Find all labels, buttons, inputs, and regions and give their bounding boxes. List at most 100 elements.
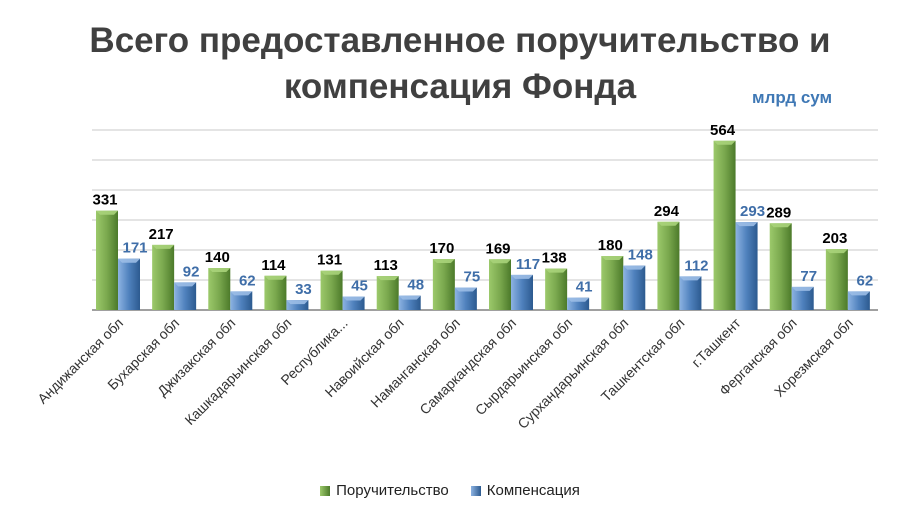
bar-guarantee	[376, 276, 399, 310]
bars	[96, 140, 870, 310]
bar-compensation	[679, 276, 702, 310]
bar-top-guarantee	[769, 223, 792, 228]
x-tick-label: Сурхандарьинская обл	[514, 315, 631, 432]
data-label-guarantee: 289	[766, 204, 791, 221]
bar-top-compensation	[511, 274, 533, 279]
bar-top-guarantee	[320, 270, 343, 275]
x-tick-label: Андижанская обл	[34, 315, 126, 407]
bar-guarantee	[545, 268, 568, 310]
bar-compensation	[454, 287, 477, 310]
legend-label-guarantee: Поручительство	[336, 482, 449, 499]
bar-top-guarantee	[601, 256, 624, 260]
bar-top-guarantee	[96, 210, 118, 215]
bar-compensation	[847, 291, 870, 310]
legend-label-compensation: Компенсация	[486, 482, 580, 499]
bar-guarantee	[320, 270, 343, 310]
bar-top-guarantee	[264, 275, 287, 280]
data-label-guarantee: 331	[92, 192, 117, 209]
data-label-guarantee: 113	[374, 257, 398, 274]
legend-swatch-compensation	[470, 485, 481, 496]
x-tick-label: Сырдарьинская обл	[472, 315, 575, 418]
bar-guarantee	[264, 275, 287, 310]
bar-compensation	[230, 291, 253, 310]
bar-top-compensation	[230, 291, 253, 296]
unit-label: млрд сум	[752, 88, 833, 107]
data-label-compensation: 45	[351, 278, 368, 295]
bar-top-compensation	[454, 287, 477, 292]
bar-top-guarantee	[208, 268, 231, 272]
data-label-compensation: 48	[407, 277, 424, 294]
bar-top-compensation	[398, 295, 421, 300]
bar-top-compensation	[118, 258, 140, 263]
bar-compensation	[286, 300, 309, 310]
bar-top-guarantee	[545, 268, 568, 273]
data-label-guarantee: 131	[317, 252, 342, 269]
bar-guarantee	[713, 140, 736, 310]
legend-swatch-guarantee	[320, 485, 331, 496]
data-label-guarantee: 169	[485, 240, 510, 257]
data-label-compensation: 92	[183, 263, 200, 280]
data-label-guarantee: 564	[710, 122, 736, 139]
x-tick-label: Кашкадарьинская обл	[181, 315, 294, 428]
x-tick-label: г.Ташкент	[688, 314, 744, 370]
bar-top-guarantee	[825, 249, 848, 254]
data-label-guarantee: 140	[205, 249, 230, 266]
bar-top-guarantee	[713, 140, 736, 145]
data-label-guarantee: 114	[261, 257, 286, 274]
bar-guarantee	[601, 256, 624, 310]
bar-top-compensation	[847, 291, 870, 296]
data-label-compensation: 41	[576, 279, 593, 296]
data-label-compensation: 117	[516, 256, 540, 273]
bar-top-compensation	[567, 297, 590, 302]
bar-top-guarantee	[376, 276, 399, 281]
data-label-compensation: 293	[740, 203, 765, 220]
bar-top-guarantee	[152, 244, 175, 249]
bar-guarantee	[152, 244, 175, 310]
bar-top-guarantee	[489, 259, 511, 264]
bar-compensation	[118, 258, 140, 310]
bar-compensation	[511, 274, 533, 310]
bar-guarantee	[657, 221, 680, 310]
bar-top-guarantee	[432, 259, 455, 263]
chart-title: Всего предоставленное поручительство и к…	[89, 21, 831, 106]
bar-guarantee	[825, 249, 848, 310]
data-label-guarantee: 170	[429, 240, 454, 257]
bar-top-guarantee	[657, 221, 680, 226]
bar-compensation	[791, 286, 814, 310]
bar-guarantee	[432, 259, 455, 310]
data-label-compensation: 77	[800, 268, 817, 285]
bar-top-compensation	[735, 222, 758, 227]
data-label-compensation: 62	[857, 272, 874, 289]
data-label-compensation: 33	[295, 281, 312, 298]
bar-guarantee	[208, 268, 231, 310]
legend: Поручительство Компенсация	[0, 482, 900, 499]
data-label-compensation: 171	[122, 240, 147, 257]
data-label-guarantee: 138	[542, 250, 567, 267]
legend-item-guarantee: Поручительство	[320, 482, 449, 499]
bar-top-compensation	[174, 282, 197, 287]
bar-guarantee	[489, 259, 511, 310]
data-label-guarantee: 294	[654, 203, 680, 220]
bar-guarantee	[769, 223, 792, 310]
data-label-compensation: 148	[628, 247, 653, 264]
data-label-guarantee: 203	[822, 230, 847, 247]
x-tick-label: Самаркандская обл	[416, 315, 519, 418]
bar-compensation	[174, 282, 197, 310]
bar-guarantee	[96, 210, 118, 310]
legend-item-compensation: Компенсация	[470, 482, 580, 499]
bar-top-compensation	[623, 265, 646, 270]
data-label-compensation: 62	[239, 272, 256, 289]
data-label-guarantee: 217	[149, 226, 174, 243]
data-label-compensation: 112	[684, 257, 708, 274]
data-label-guarantee: 180	[598, 237, 623, 254]
bar-compensation	[735, 222, 758, 310]
bar-top-compensation	[679, 276, 702, 281]
data-label-compensation: 75	[464, 269, 481, 286]
bar-compensation	[623, 265, 646, 310]
bar-top-compensation	[342, 296, 365, 301]
bar-top-compensation	[286, 300, 309, 305]
bar-top-compensation	[791, 286, 814, 291]
